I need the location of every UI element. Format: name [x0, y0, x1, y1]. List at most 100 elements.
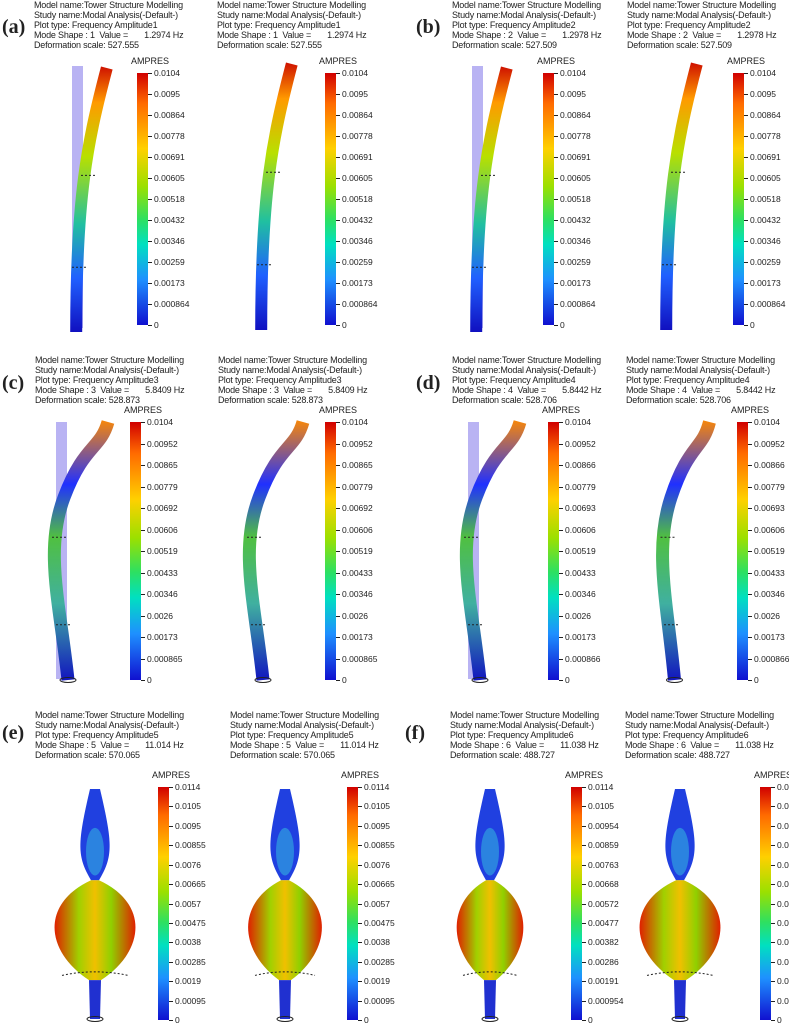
tower-deformation-plot [650, 418, 720, 688]
header-line-model: Model name:Tower Structure Modelling [626, 355, 775, 365]
colorbar [130, 422, 141, 680]
colorbar-tick-mark [141, 615, 145, 617]
colorbar-tick-label: 0.000865 [342, 653, 378, 664]
tower-deformation-plot [650, 58, 710, 335]
colorbar-tick-mark [771, 961, 775, 963]
legend-title: AMPRES [131, 56, 170, 66]
header-line-model: Model name:Tower Structure Modelling [35, 710, 184, 720]
colorbar-tick-label: 0.0114 [364, 782, 390, 792]
header-line-plot: Plot type: Frequency Amplitude1 [217, 20, 341, 30]
header-line-study: Study name:Modal Analysis(-Default-) [230, 720, 374, 730]
colorbar-tick-label: 0 [754, 675, 759, 685]
colorbar-tick-mark [336, 443, 340, 445]
colorbar-tick-mark [141, 422, 145, 423]
colorbar-tick-mark [358, 981, 362, 983]
colorbar [325, 73, 336, 325]
colorbar-tick-label: 0.00954 [588, 820, 619, 831]
colorbar-tick-label: 0.00606 [342, 524, 373, 535]
colorbar-tick-mark [748, 551, 752, 552]
colorbar-tick-mark [336, 241, 340, 242]
colorbar-tick-label: 0.00605 [154, 173, 185, 183]
header-line-scale: Deformation scale: 528.873 [35, 395, 140, 405]
colorbar-tick-label: 0.0104 [754, 417, 780, 427]
colorbar-tick-mark [744, 157, 748, 158]
colorbar-tick-mark [559, 680, 563, 681]
header-line-plot: Plot type: Frequency Amplitude3 [218, 375, 342, 385]
colorbar-tick-label: 0.0076 [175, 859, 201, 870]
header-line-plot: Plot type: Frequency Amplitude6 [625, 730, 749, 740]
colorbar-tick-mark [582, 981, 586, 983]
colorbar-tick-label: 0.00259 [342, 257, 373, 267]
colorbar-tick-label: 0.00519 [342, 546, 373, 556]
header-line-scale: Deformation scale: 527.509 [627, 40, 732, 50]
colorbar-tick-label: 0.00605 [342, 173, 373, 183]
colorbar-tick-label: 0.000864 [342, 299, 378, 309]
colorbar-tick-mark [141, 443, 145, 445]
colorbar [733, 73, 744, 325]
header-line-study: Study name:Modal Analysis(-Default-) [452, 10, 596, 20]
header-line-mode: Mode Shape : 4 Value = 5.8442 Hz [626, 385, 776, 395]
header-line-model: Model name:Tower Structure Modelling [625, 710, 774, 720]
colorbar-tick-mark [336, 658, 340, 660]
colorbar-tick-mark [141, 529, 145, 531]
tower-deformation-plot [235, 785, 335, 1024]
colorbar-tick-mark [169, 884, 173, 886]
colorbar-tick-mark [336, 115, 340, 116]
colorbar-tick-label: 0.0114 [588, 782, 614, 792]
colorbar-tick-mark [169, 845, 173, 847]
colorbar-tick-label: 0.00691 [342, 152, 373, 162]
colorbar-tick-mark [141, 594, 145, 595]
colorbar-tick-label: 0.00665 [175, 879, 206, 890]
header-line-plot: Plot type: Frequency Amplitude1 [34, 20, 158, 30]
colorbar-tick-label: 0.00286 [777, 956, 789, 967]
plot-header: Model name:Tower Structure Modelling Stud… [218, 355, 368, 405]
colorbar-tick-mark [336, 465, 340, 466]
colorbar-tick-label: 0.00692 [147, 503, 178, 513]
colorbar-tick-mark [141, 486, 145, 488]
colorbar-tick-label: 0.00432 [342, 215, 373, 225]
colorbar-tick-mark [169, 942, 173, 944]
colorbar-tick-label: 0.00173 [147, 632, 178, 642]
tower-deformation-plot [60, 62, 120, 337]
colorbar-tick-mark [141, 551, 145, 552]
colorbar-tick-mark [554, 262, 558, 263]
colorbar-tick-mark [771, 942, 775, 944]
colorbar-tick-mark [744, 220, 748, 221]
colorbar [347, 787, 358, 1020]
colorbar-tick-label: 0.00346 [565, 589, 596, 599]
colorbar [158, 787, 169, 1020]
colorbar-tick-label: 0.0095 [342, 89, 368, 99]
colorbar-tick-label: 0.00173 [750, 278, 781, 288]
colorbar-tick-label: 0.00864 [154, 110, 185, 120]
colorbar-tick-label: 0.00691 [154, 152, 185, 162]
plot-header: Model name:Tower Structure Modelling Stud… [626, 355, 776, 405]
colorbar-tick-label: 0.00866 [754, 460, 785, 470]
header-line-plot: Plot type: Frequency Amplitude5 [35, 730, 159, 740]
colorbar-tick-label: 0.0105 [588, 801, 614, 812]
colorbar-tick-mark [141, 465, 145, 466]
panel-label: (b) [416, 16, 441, 38]
colorbar-tick-label: 0.00864 [750, 110, 781, 120]
colorbar-tick-mark [554, 241, 558, 242]
legend-title: AMPRES [319, 405, 358, 415]
colorbar-tick-mark [771, 884, 775, 886]
colorbar-tick-mark [771, 864, 775, 866]
colorbar-tick-mark [358, 961, 362, 963]
colorbar-tick-mark [148, 136, 152, 137]
colorbar-tick-label: 0.00865 [342, 460, 373, 470]
colorbar-tick-mark [169, 1020, 173, 1021]
plot-header: Model name:Tower Structure Modelling Stud… [627, 0, 777, 50]
colorbar-tick-mark [169, 903, 173, 905]
colorbar-tick-label: 0.00259 [154, 257, 185, 267]
header-line-scale: Deformation scale: 528.706 [626, 395, 731, 405]
header-line-mode: Mode Shape : 2 Value = 1.2978 Hz [452, 30, 602, 40]
colorbar-tick-mark [336, 262, 340, 263]
colorbar-tick-label: 0.000954 [777, 995, 789, 1006]
colorbar-tick-label: 0.00518 [342, 194, 373, 204]
header-line-mode: Mode Shape : 1 Value = 1.2974 Hz [217, 30, 367, 40]
colorbar-tick-mark [744, 262, 748, 263]
colorbar-tick-mark [771, 806, 775, 808]
colorbar-tick-label: 0 [154, 320, 159, 330]
colorbar-tick-mark [554, 199, 558, 200]
colorbar [571, 787, 582, 1020]
